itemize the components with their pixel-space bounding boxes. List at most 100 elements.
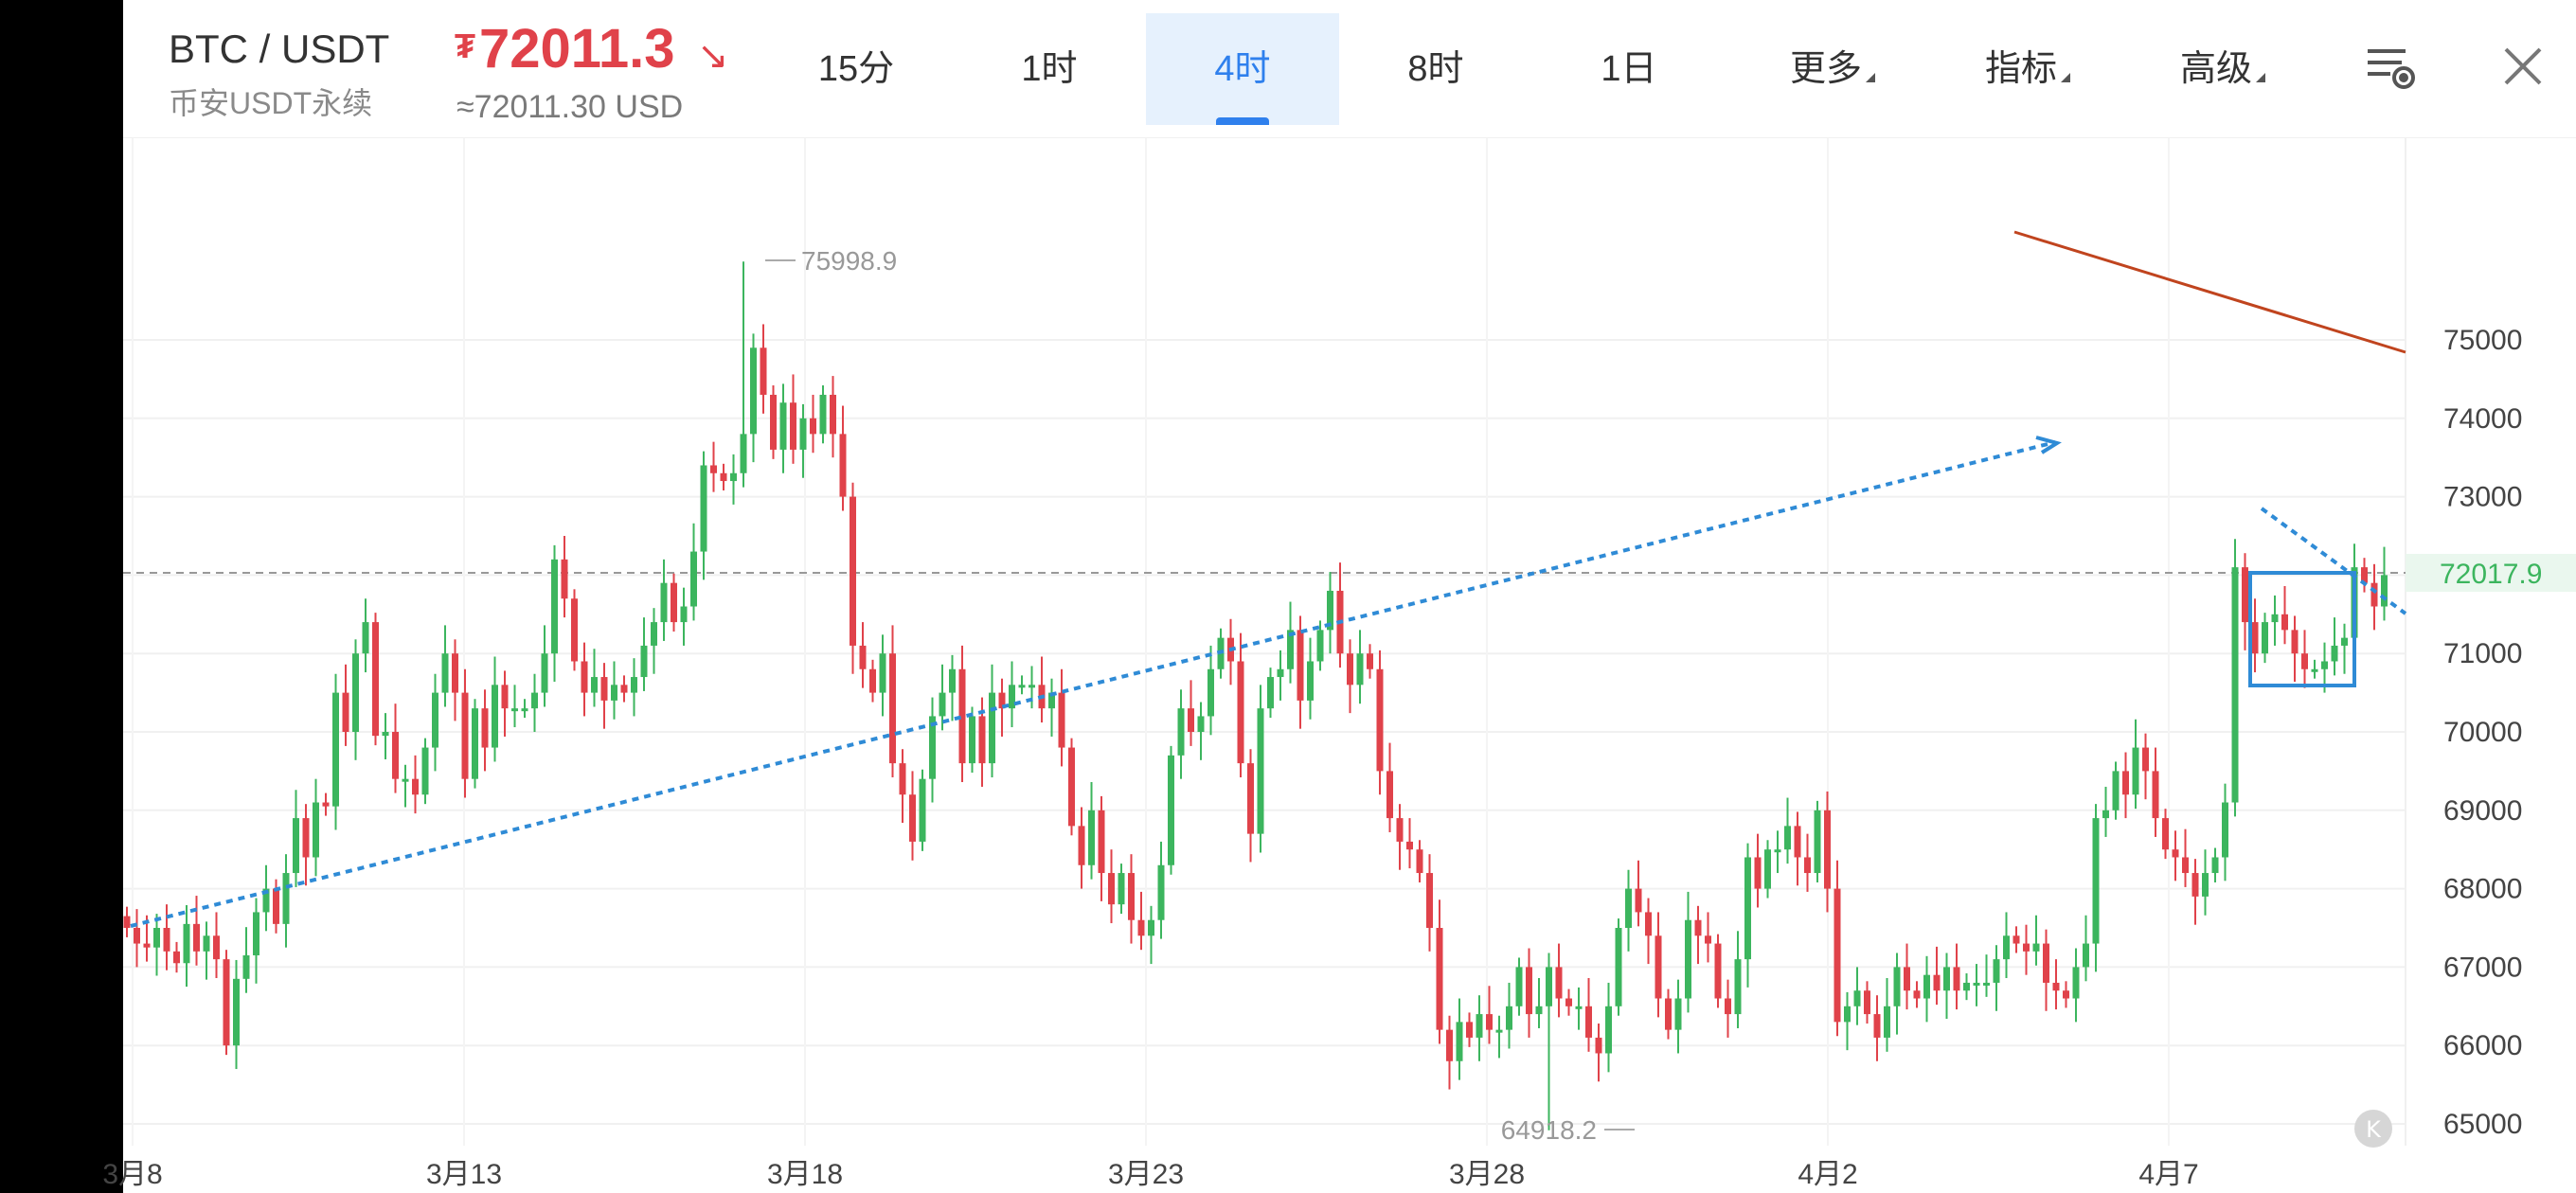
candle — [2370, 563, 2378, 631]
candle — [1118, 864, 1125, 915]
current-price-label: 72017.9 — [2440, 559, 2542, 590]
candle — [1367, 644, 1373, 679]
candle — [1486, 986, 1493, 1044]
candle — [2331, 617, 2338, 676]
candle — [1495, 1015, 1503, 1059]
candle — [1098, 795, 1105, 901]
tab-15m[interactable]: 15分 — [817, 49, 895, 89]
candle — [2182, 828, 2189, 887]
advanced-dropdown[interactable]: 高级 — [2180, 13, 2266, 125]
last-price: ₮72011.3 — [455, 17, 674, 80]
candle — [163, 904, 170, 970]
candle — [919, 769, 926, 851]
candle — [839, 405, 847, 511]
candle — [958, 645, 966, 782]
more-dropdown[interactable]: 更多 — [1790, 13, 1876, 125]
indicators-label: 指标 — [1985, 49, 2058, 89]
candle — [1794, 811, 1801, 886]
candle — [2043, 929, 2049, 1011]
symbol-name[interactable]: BTC / USDT — [169, 27, 390, 71]
candle — [1884, 977, 1890, 1052]
scroll-latest-icon[interactable]: K — [2354, 1110, 2392, 1148]
candle — [740, 261, 747, 488]
candle — [183, 904, 190, 988]
candle — [1844, 991, 1851, 1051]
indicators-dropdown[interactable]: 指标 — [1985, 13, 2071, 125]
tab-1h[interactable]: 1时 — [1021, 49, 1078, 89]
candle — [1655, 912, 1662, 1018]
candle — [1466, 1012, 1473, 1047]
candle — [710, 441, 717, 492]
candle — [1188, 680, 1194, 746]
tab-4h[interactable]: 4时 — [1146, 13, 1339, 125]
candle — [1913, 981, 1921, 1008]
candle — [1157, 841, 1165, 939]
blue-trendline[interactable] — [130, 440, 2056, 928]
y-tick-label: 71000 — [2443, 638, 2522, 669]
candle — [2361, 558, 2368, 593]
candle — [1446, 1015, 1453, 1090]
candle — [153, 914, 160, 976]
tab-1d[interactable]: 1日 — [1601, 49, 1657, 89]
candle — [2211, 847, 2219, 882]
candle — [203, 921, 210, 980]
candle — [1744, 843, 1751, 988]
tether-symbol: ₮ — [455, 27, 475, 65]
tab-8h[interactable]: 8时 — [1407, 49, 1464, 89]
candle — [2202, 849, 2209, 916]
candle — [2191, 859, 2199, 925]
red-trendline[interactable] — [2013, 230, 2406, 354]
candle — [2122, 752, 2129, 819]
candle — [2152, 747, 2159, 837]
candle — [1038, 656, 1046, 723]
advanced-label: 高级 — [2180, 49, 2253, 89]
candle — [492, 656, 498, 762]
candle — [2072, 948, 2080, 1023]
close-icon[interactable] — [2502, 45, 2544, 87]
candle — [640, 617, 648, 691]
drawings[interactable] — [130, 230, 2407, 928]
candle — [1555, 943, 1563, 1018]
candle — [1754, 833, 1762, 908]
candle — [1177, 689, 1185, 779]
candle — [2083, 915, 2089, 982]
candle — [631, 658, 637, 717]
candle — [2003, 912, 2010, 978]
candle — [2063, 981, 2069, 1008]
candle — [600, 663, 608, 729]
candle — [1018, 675, 1026, 695]
chart-settings-icon[interactable] — [2364, 44, 2423, 95]
candle — [1287, 601, 1294, 684]
candle — [1575, 987, 1583, 1030]
candle — [1605, 982, 1612, 1073]
candle — [1685, 891, 1691, 1013]
candle — [1237, 632, 1244, 778]
candle — [2142, 733, 2149, 800]
candle — [472, 699, 478, 789]
candle — [441, 625, 449, 707]
y-tick-label: 74000 — [2443, 403, 2522, 435]
candle — [1197, 702, 1205, 760]
x-tick-label: 4月7 — [2138, 1159, 2198, 1190]
x-tick-label: 3月18 — [767, 1159, 843, 1190]
blue-dashed-line[interactable] — [2260, 507, 2407, 615]
candle — [1804, 833, 1811, 892]
candle — [1088, 781, 1095, 880]
candle — [1635, 860, 1642, 927]
candle — [1923, 955, 1930, 1023]
candle — [1615, 918, 1622, 1016]
candle — [819, 385, 827, 444]
candle — [134, 909, 140, 968]
candle — [671, 573, 677, 632]
candle — [1694, 905, 1702, 965]
x-tick-label: 3月23 — [1108, 1159, 1184, 1190]
candle — [1853, 967, 1861, 1025]
candle — [591, 649, 598, 707]
candle — [1973, 964, 1980, 1006]
candle — [1933, 946, 1941, 1006]
candle — [2012, 926, 2020, 953]
candle — [1705, 912, 1711, 963]
consolidation-box[interactable] — [2248, 571, 2356, 687]
candle — [2092, 804, 2100, 972]
